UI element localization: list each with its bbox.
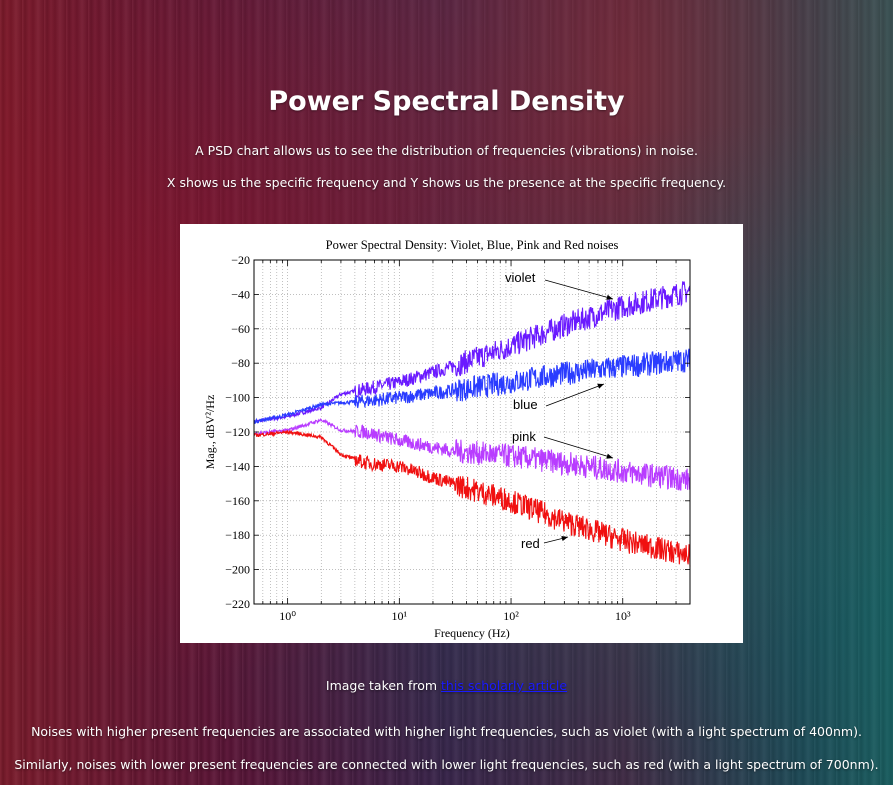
annotation-label-blue: blue <box>513 397 538 412</box>
y-tick-label: −60 <box>231 322 250 336</box>
paragraph-violet: Noises with higher present frequencies a… <box>31 724 862 739</box>
y-tick-label: −40 <box>231 287 250 301</box>
annotation-label-red: red <box>521 536 540 551</box>
annotation-arrow-red <box>543 535 569 544</box>
series-line-red <box>253 429 691 567</box>
annotation-label-pink: pink <box>512 429 536 444</box>
x-tick-label: 10⁰ <box>279 609 296 623</box>
psd-chart: Power Spectral Density: Violet, Blue, Pi… <box>203 238 691 640</box>
annotation-arrow-pink <box>543 436 614 459</box>
intro-line-2: X shows us the specific frequency and Y … <box>166 175 727 190</box>
image-credit: Image taken from this scholarly article <box>0 678 893 693</box>
y-tick-label: −140 <box>225 459 250 473</box>
y-tick-label: −120 <box>225 425 250 439</box>
y-tick-label: −200 <box>225 563 250 577</box>
x-axis-label: Frequency (Hz) <box>434 626 510 640</box>
series-line-pink <box>253 418 691 491</box>
page-title: Power Spectral Density <box>268 86 625 117</box>
x-tick-label: 10¹ <box>392 609 408 623</box>
intro-line-1: A PSD chart allows us to see the distrib… <box>195 143 698 158</box>
y-tick-label: −180 <box>225 528 250 542</box>
y-tick-label: −20 <box>231 253 250 267</box>
annotation-label-violet: violet <box>505 270 536 285</box>
psd-chart-image: Power Spectral Density: Violet, Blue, Pi… <box>180 224 743 643</box>
y-tick-label: −100 <box>225 391 250 405</box>
annotation-arrow-violet <box>544 279 614 300</box>
credit-prefix: Image taken from <box>325 678 438 693</box>
x-tick-label: 10² <box>503 609 519 623</box>
paragraph-red: Similarly, noises with lower present fre… <box>14 757 879 772</box>
y-tick-label: −80 <box>231 356 250 370</box>
y-tick-label: −160 <box>225 494 250 508</box>
scholarly-article-link[interactable]: this scholarly article <box>441 678 568 693</box>
y-axis-label: Mag., dBV²/Hz <box>203 395 217 470</box>
y-tick-label: −220 <box>225 597 250 611</box>
x-tick-label: 10³ <box>615 609 631 623</box>
series-line-blue <box>253 348 691 424</box>
chart-title: Power Spectral Density: Violet, Blue, Pi… <box>326 238 619 252</box>
annotation-arrow-blue <box>545 383 605 407</box>
series-line-violet <box>253 281 691 424</box>
